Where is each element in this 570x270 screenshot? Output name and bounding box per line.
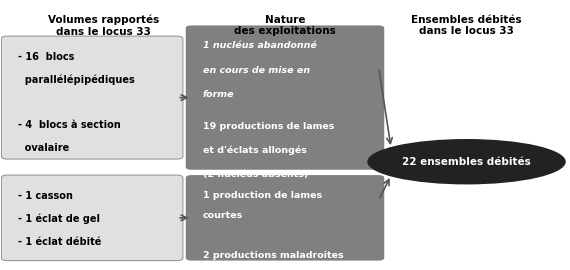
Text: et d'éclats allongés: et d'éclats allongés [203, 146, 307, 155]
Text: ovalaire: ovalaire [18, 143, 70, 153]
Text: 1 production de lames: 1 production de lames [203, 191, 322, 200]
Ellipse shape [367, 139, 566, 184]
Text: - 1 éclat débité: - 1 éclat débité [18, 237, 102, 247]
FancyBboxPatch shape [186, 25, 384, 170]
Text: Ensembles débités
dans le locus 33: Ensembles débités dans le locus 33 [411, 15, 522, 36]
Text: en cours de mise en: en cours de mise en [203, 66, 310, 75]
Text: 19 productions de lames: 19 productions de lames [203, 122, 334, 131]
Text: parallélépipédiques: parallélépipédiques [18, 75, 135, 85]
Text: courtes: courtes [203, 211, 243, 220]
Text: 2 productions maladroites: 2 productions maladroites [203, 251, 343, 260]
FancyBboxPatch shape [1, 175, 183, 261]
FancyBboxPatch shape [186, 175, 384, 261]
Text: (2 nucléus absents): (2 nucléus absents) [203, 170, 308, 179]
Text: Volumes rapportés
dans le locus 33: Volumes rapportés dans le locus 33 [48, 15, 159, 37]
Text: - 4  blocs à section: - 4 blocs à section [18, 120, 121, 130]
Text: 22 ensembles débités: 22 ensembles débités [402, 157, 531, 167]
Text: - 1 casson: - 1 casson [18, 191, 74, 201]
Text: forme: forme [203, 90, 234, 99]
Text: - 16  blocs: - 16 blocs [18, 52, 75, 62]
FancyBboxPatch shape [1, 36, 183, 159]
Text: 1 nucléus abandonné: 1 nucléus abandonné [203, 42, 316, 50]
Text: - 1 éclat de gel: - 1 éclat de gel [18, 214, 100, 224]
Text: Nature
des exploitations: Nature des exploitations [234, 15, 336, 36]
